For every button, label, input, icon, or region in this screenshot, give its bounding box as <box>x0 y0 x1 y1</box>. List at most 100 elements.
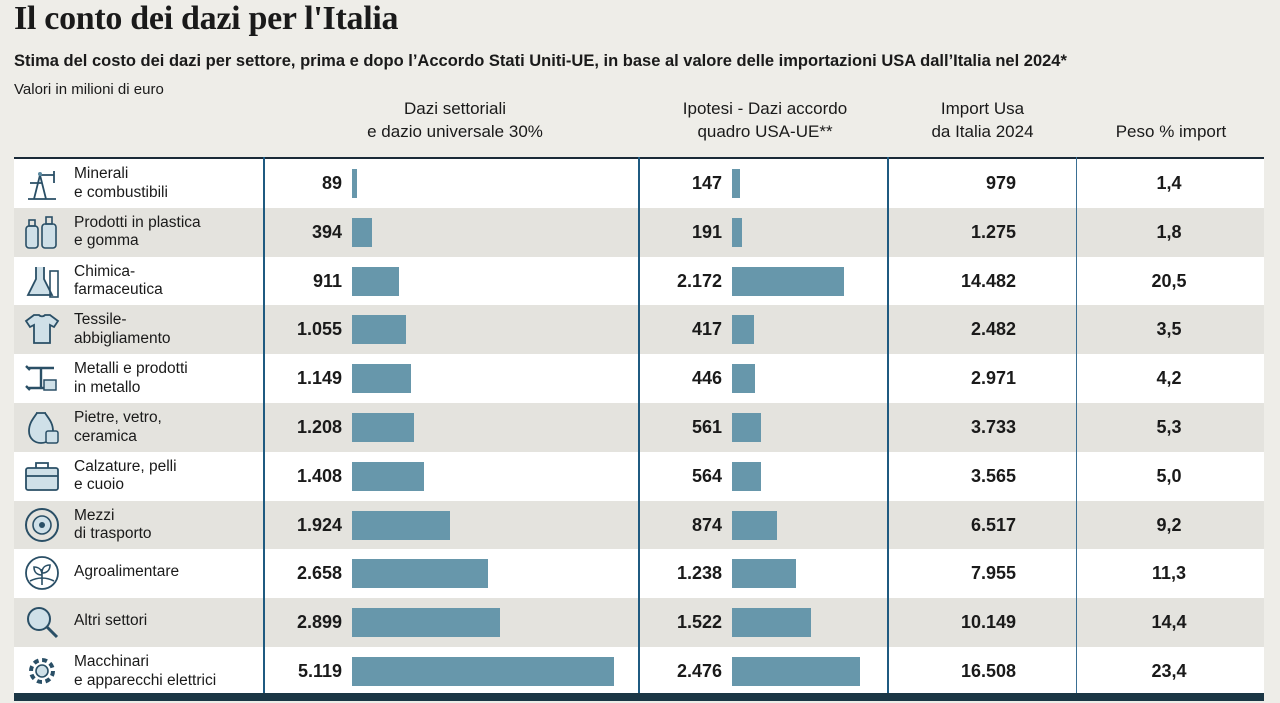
bar-ipotesi-accordo <box>732 510 778 540</box>
value-peso-import: 3,5 <box>1156 319 1182 340</box>
value-import-usa: 16.508 <box>960 661 1016 681</box>
value-import-usa: 2.971 <box>970 368 1016 389</box>
value-import-usa: 3.565 <box>970 465 1016 486</box>
value-import-usa: 2.482 <box>970 319 1016 340</box>
bar-ipotesi-accordo <box>732 608 811 638</box>
sector-label: Altri settori <box>74 612 148 630</box>
vase-icon <box>22 407 62 447</box>
value-import-usa: 979 <box>985 173 1016 193</box>
oil-pump-icon <box>22 163 62 203</box>
value-ipotesi-accordo: 2.172 <box>676 270 722 291</box>
value-peso-import: 23,4 <box>1151 661 1187 681</box>
value-peso-import: 4,2 <box>1156 368 1182 389</box>
bar-ipotesi-accordo <box>732 559 796 589</box>
bar-dazi-settoriali <box>352 461 425 491</box>
unit-label: Valori in milioni di euro <box>14 81 164 98</box>
value-dazi-settoriali: 1.408 <box>296 465 342 486</box>
value-ipotesi-accordo: 2.476 <box>676 661 722 681</box>
value-ipotesi-accordo: 417 <box>691 319 722 340</box>
value-peso-import: 1,4 <box>1156 173 1182 193</box>
bar-dazi-settoriali <box>352 657 614 686</box>
tshirt-icon <box>22 309 62 349</box>
value-dazi-settoriali: 1.924 <box>296 514 342 535</box>
value-ipotesi-accordo: 564 <box>691 465 722 486</box>
value-peso-import: 14,4 <box>1151 612 1187 633</box>
value-import-usa: 10.149 <box>960 612 1016 633</box>
metal-beam-icon <box>22 358 62 398</box>
sector-label: Prodotti in plastica e gomma <box>74 213 201 250</box>
value-dazi-settoriali: 2.899 <box>296 612 342 633</box>
column-header-import-usa: Import Usa da Italia 2024 <box>931 99 1034 141</box>
bar-dazi-settoriali <box>352 169 357 198</box>
value-ipotesi-accordo: 191 <box>691 221 722 242</box>
briefcase-icon <box>22 456 62 496</box>
bar-ipotesi-accordo <box>732 315 754 345</box>
sector-label: Metalli e prodotti in metallo <box>74 360 188 396</box>
column-header-peso-import: Peso % import <box>1115 122 1227 141</box>
value-peso-import: 5,3 <box>1156 417 1182 437</box>
chart-title: Il conto dei dazi per l'Italia <box>14 0 399 37</box>
value-dazi-settoriali: 1.208 <box>296 417 342 437</box>
bar-ipotesi-accordo <box>732 364 756 394</box>
column-divider <box>887 157 889 701</box>
value-peso-import: 9,2 <box>1156 514 1182 535</box>
bar-dazi-settoriali <box>352 364 411 394</box>
value-import-usa: 3.733 <box>970 417 1016 437</box>
value-peso-import: 20,5 <box>1151 270 1187 291</box>
sector-label: Pietre, vetro, ceramica <box>74 409 162 445</box>
gear-icon <box>22 651 62 691</box>
bar-dazi-settoriali <box>352 315 406 345</box>
sector-label: Macchinari e apparecchi elettrici <box>74 653 217 689</box>
bar-dazi-settoriali <box>352 217 373 247</box>
column-divider <box>1076 157 1077 701</box>
column-divider <box>263 157 265 701</box>
value-dazi-settoriali: 2.658 <box>296 563 342 584</box>
value-import-usa: 14.482 <box>960 270 1016 291</box>
sector-label: Calzature, pelli e cuoio <box>74 457 177 494</box>
column-header-ipotesi-accordo: Ipotesi - Dazi accordo quadro USA-UE** <box>682 99 848 141</box>
value-peso-import: 11,3 <box>1151 563 1187 584</box>
bar-ipotesi-accordo <box>732 657 860 686</box>
value-dazi-settoriali: 394 <box>311 221 342 242</box>
bar-ipotesi-accordo <box>732 413 761 442</box>
bar-ipotesi-accordo <box>732 217 742 247</box>
bottles-icon <box>22 212 62 252</box>
value-import-usa: 7.955 <box>970 563 1016 584</box>
bar-dazi-settoriali <box>352 559 489 589</box>
value-dazi-settoriali: 1.149 <box>296 368 342 389</box>
value-import-usa: 1.275 <box>970 221 1016 242</box>
bar-ipotesi-accordo <box>732 266 845 296</box>
sector-label: Chimica- farmaceutica <box>74 262 163 299</box>
lab-flask-icon <box>22 261 62 301</box>
magnifier-icon <box>22 602 62 642</box>
value-peso-import: 1,8 <box>1156 221 1182 242</box>
chart-subtitle: Stima del costo dei dazi per settore, pr… <box>14 52 1067 70</box>
bar-ipotesi-accordo <box>732 461 762 491</box>
column-header-dazi-settoriali: Dazi settoriali e dazio universale 30% <box>367 99 543 141</box>
bar-dazi-settoriali <box>352 266 399 296</box>
bar-dazi-settoriali <box>352 413 414 442</box>
value-dazi-settoriali: 5.119 <box>297 661 342 681</box>
bar-dazi-settoriali <box>352 608 501 638</box>
plant-icon <box>22 553 62 593</box>
value-dazi-settoriali: 1.055 <box>296 319 342 340</box>
value-ipotesi-accordo: 1.238 <box>676 563 722 584</box>
value-ipotesi-accordo: 446 <box>691 368 722 389</box>
sector-label: Minerali e combustibili <box>74 165 168 201</box>
column-divider <box>638 157 640 701</box>
value-ipotesi-accordo: 147 <box>691 173 722 193</box>
bar-ipotesi-accordo <box>732 169 740 198</box>
value-import-usa: 6.517 <box>970 514 1016 535</box>
value-peso-import: 5,0 <box>1156 465 1182 486</box>
bar-dazi-settoriali <box>352 510 451 540</box>
value-ipotesi-accordo: 874 <box>691 514 722 535</box>
value-ipotesi-accordo: 1.522 <box>676 612 722 633</box>
value-ipotesi-accordo: 561 <box>691 417 722 437</box>
value-dazi-settoriali: 911 <box>312 270 342 291</box>
value-dazi-settoriali: 89 <box>321 173 342 193</box>
bottom-rule <box>14 693 1264 701</box>
wheel-icon <box>22 505 62 545</box>
sector-label: Mezzi di trasporto <box>74 506 152 543</box>
sector-label: Agroalimentare <box>74 563 180 581</box>
sector-label: Tessile- abbigliamento <box>74 311 171 347</box>
